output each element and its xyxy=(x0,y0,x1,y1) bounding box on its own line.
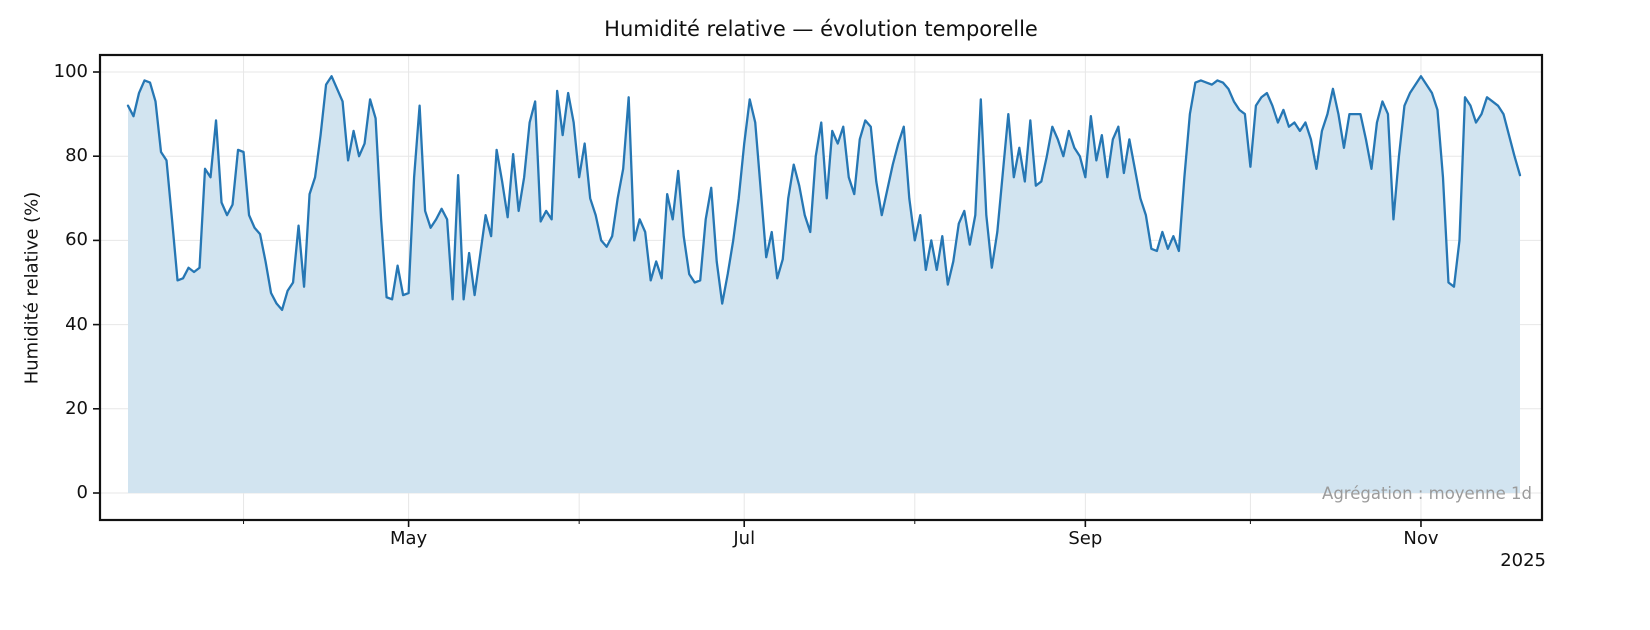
year-label: 2025 xyxy=(1500,550,1546,571)
plot-border xyxy=(98,53,1544,522)
area-fill xyxy=(128,76,1520,494)
chart-title: Humidité relative — évolution temporelle xyxy=(604,17,1038,41)
y-tick-label: 80 xyxy=(65,145,88,167)
line-series xyxy=(126,75,1522,312)
y-tick-label: 60 xyxy=(65,229,88,251)
x-tick-label: Sep xyxy=(1068,528,1103,549)
y-tick-label: 20 xyxy=(65,397,88,419)
x-tick-label: May xyxy=(389,528,428,549)
y-axis-label: Humidité relative (%) xyxy=(21,191,43,385)
y-tick-label: 100 xyxy=(53,61,88,82)
y-tick-label: 40 xyxy=(65,313,88,335)
x-tick-label: Nov xyxy=(1403,528,1439,549)
aggregation-annotation: Agrégation : moyenne 1d xyxy=(1322,484,1532,503)
y-tick-label: 0 xyxy=(76,482,88,503)
x-tick-label: Jul xyxy=(733,528,756,549)
